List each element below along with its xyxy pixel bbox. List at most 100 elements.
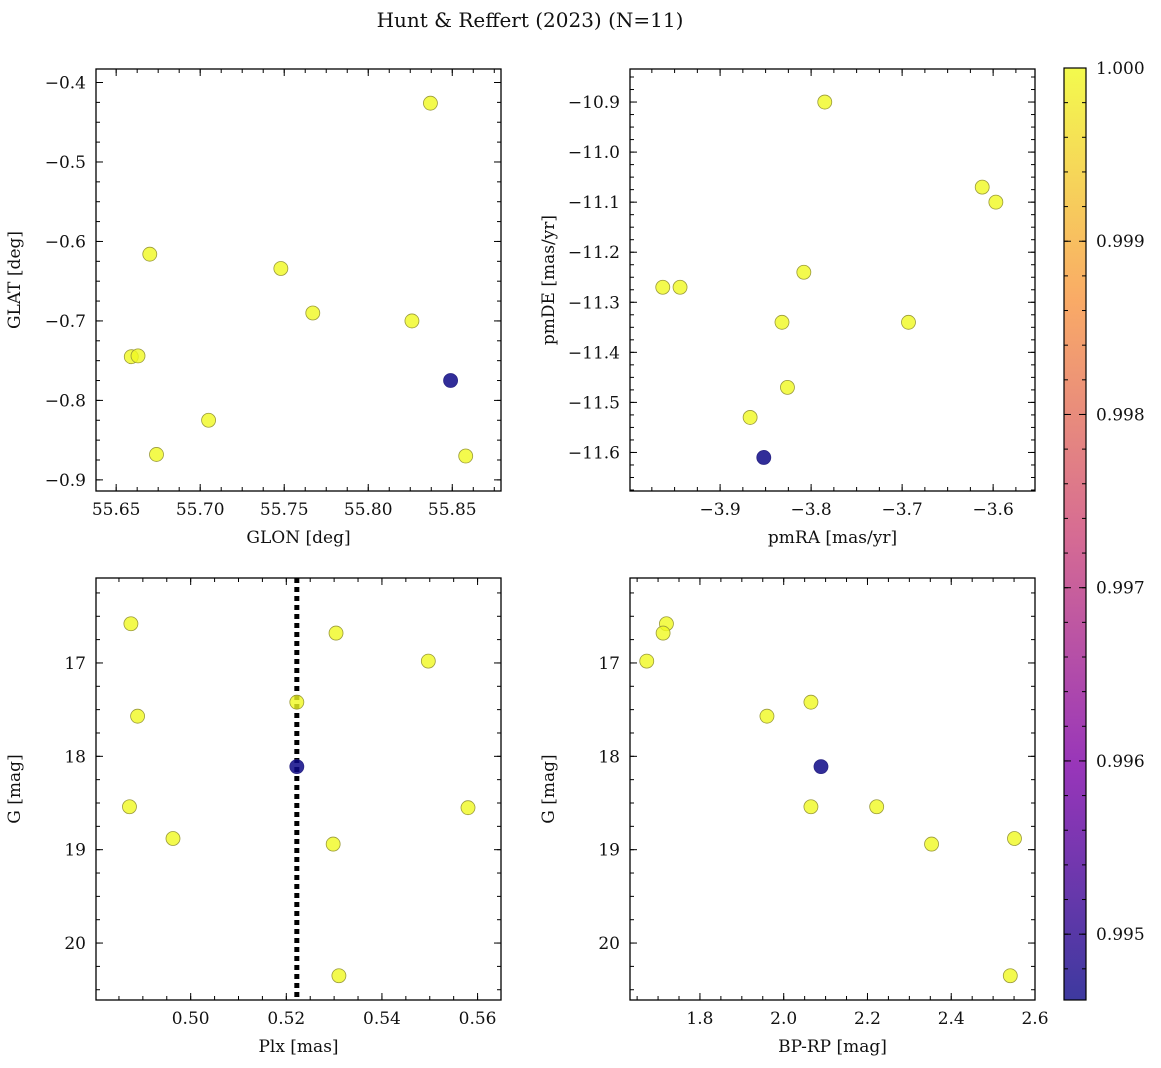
data-point bbox=[774, 314, 790, 330]
data-point bbox=[639, 653, 655, 669]
panel-glon-glat: 55.65 55.70 55.75 55.80 55.85 −0.4 −0.5 −0.6 −0.… bbox=[5, 68, 502, 548]
colorbar-tick-label: 0.995 bbox=[1096, 925, 1145, 945]
x-axis-label: Plx [mas] bbox=[258, 1037, 338, 1057]
y-tick-label: −0.6 bbox=[45, 232, 86, 252]
data-point bbox=[974, 179, 990, 195]
colorbar-tick-label: 0.999 bbox=[1096, 232, 1145, 252]
data-point bbox=[273, 261, 289, 276]
data-point bbox=[803, 694, 819, 710]
data-point bbox=[742, 410, 758, 425]
panel-plx-g: 0.50 0.52 0.54 0.56 17 18 19 20 Plx [mas] G [mag] bbox=[5, 577, 502, 1057]
y-tick-label: −10.9 bbox=[568, 93, 620, 113]
y-tick-label: 20 bbox=[64, 934, 86, 954]
data-point bbox=[165, 831, 181, 846]
x-tick-label: 0.56 bbox=[459, 1009, 497, 1029]
data-point bbox=[460, 800, 476, 816]
axes-frame bbox=[95, 577, 502, 1001]
data-point bbox=[817, 94, 833, 110]
y-tick-label: −0.9 bbox=[45, 471, 86, 491]
data-point bbox=[130, 708, 145, 724]
data-point bbox=[142, 246, 158, 262]
data-point bbox=[331, 968, 347, 984]
x-tick-label: −3.8 bbox=[790, 500, 831, 520]
data-point bbox=[404, 313, 420, 329]
y-axis-label: GLAT [deg] bbox=[5, 231, 25, 329]
data-point bbox=[458, 448, 474, 464]
data-point bbox=[869, 799, 885, 815]
x-tick-label: −3.7 bbox=[881, 500, 922, 520]
x-tick-label: 55.65 bbox=[92, 500, 141, 520]
data-point bbox=[201, 412, 216, 428]
data-point bbox=[420, 653, 436, 669]
colorbar-tick-label: 0.998 bbox=[1096, 405, 1145, 425]
data-point bbox=[328, 625, 344, 641]
x-tick-label: 2.2 bbox=[854, 1009, 881, 1029]
y-tick-label: 17 bbox=[598, 654, 620, 674]
y-tick-label: −0.4 bbox=[45, 74, 86, 94]
axes-frame bbox=[629, 68, 1036, 492]
x-tick-label: −3.9 bbox=[699, 500, 740, 520]
data-point bbox=[149, 447, 164, 462]
data-point bbox=[813, 759, 829, 774]
x-tick-label: 55.85 bbox=[428, 500, 477, 520]
y-tick-label: 18 bbox=[598, 747, 620, 767]
data-point bbox=[1007, 831, 1022, 846]
y-tick-label: −0.5 bbox=[45, 153, 86, 173]
colorbar: 0.995 0.996 0.997 0.998 0.999 1.000 bbox=[1063, 59, 1145, 1001]
x-tick-label: −3.6 bbox=[972, 500, 1013, 520]
data-point bbox=[924, 836, 939, 852]
x-axis-label: BP-RP [mag] bbox=[778, 1037, 887, 1057]
colorbar-tick-label: 0.996 bbox=[1096, 752, 1145, 772]
data-point bbox=[443, 373, 458, 388]
data-point bbox=[122, 799, 137, 815]
x-tick-label: 55.70 bbox=[176, 500, 225, 520]
x-tick-label: 2.0 bbox=[770, 1009, 797, 1029]
panel-pmra-pmde: −3.9 −3.8 −3.7 −3.6 −10.9 −11.0 −11.1 −11.2 −11.… bbox=[539, 68, 1036, 548]
y-tick-label: 17 bbox=[64, 654, 86, 674]
data-point bbox=[796, 264, 812, 280]
data-point bbox=[423, 95, 438, 111]
y-tick-label: −11.1 bbox=[568, 193, 620, 213]
x-tick-label: 2.6 bbox=[1021, 1009, 1048, 1029]
y-tick-label: −11.3 bbox=[568, 293, 620, 313]
data-point bbox=[672, 279, 688, 295]
panels: 55.65 55.70 55.75 55.80 55.85 −0.4 −0.5 −0.6 −0.… bbox=[5, 68, 1049, 1057]
y-tick-label: −11.6 bbox=[568, 443, 620, 463]
data-point bbox=[305, 305, 321, 321]
data-point bbox=[988, 194, 1004, 210]
y-tick-label: −0.8 bbox=[45, 391, 86, 411]
x-tick-label: 2.4 bbox=[938, 1009, 965, 1029]
y-tick-label: −0.7 bbox=[45, 312, 86, 332]
data-point bbox=[289, 694, 305, 710]
data-point bbox=[655, 625, 671, 641]
data-point bbox=[289, 759, 305, 774]
data-point bbox=[901, 314, 916, 330]
data-point bbox=[655, 279, 671, 295]
data-point bbox=[756, 450, 772, 465]
x-tick-label: 0.50 bbox=[172, 1009, 210, 1029]
y-tick-label: −11.0 bbox=[568, 143, 620, 163]
data-point bbox=[1002, 968, 1018, 984]
colorbar-tick-label: 1.000 bbox=[1096, 59, 1145, 79]
figure-title: Hunt & Reffert (2023) (N=11) bbox=[377, 8, 684, 32]
x-tick-label: 55.80 bbox=[344, 500, 393, 520]
data-point bbox=[325, 836, 341, 852]
data-point bbox=[803, 799, 819, 815]
x-tick-label: 1.8 bbox=[686, 1009, 713, 1029]
x-axis-label: GLON [deg] bbox=[246, 528, 350, 548]
x-tick-label: 0.54 bbox=[363, 1009, 401, 1029]
y-tick-label: −11.4 bbox=[568, 343, 620, 363]
axes-frame bbox=[95, 68, 502, 492]
y-axis-label: pmDE [mas/yr] bbox=[539, 215, 559, 345]
x-tick-label: 55.75 bbox=[260, 500, 309, 520]
x-axis-label: pmRA [mas/yr] bbox=[768, 528, 897, 548]
y-axis-label: G [mag] bbox=[539, 754, 559, 823]
axes-frame bbox=[629, 577, 1036, 1001]
colorbar-tick-label: 0.997 bbox=[1096, 579, 1145, 599]
data-point bbox=[130, 348, 146, 364]
panel-bprp-g: 1.8 2.0 2.2 2.4 2.6 17 18 19 20 BP-RP [mag] G [mag… bbox=[539, 577, 1049, 1057]
y-tick-label: −11.5 bbox=[568, 393, 620, 413]
y-tick-label: 19 bbox=[598, 841, 620, 861]
y-tick-label: 19 bbox=[64, 841, 86, 861]
